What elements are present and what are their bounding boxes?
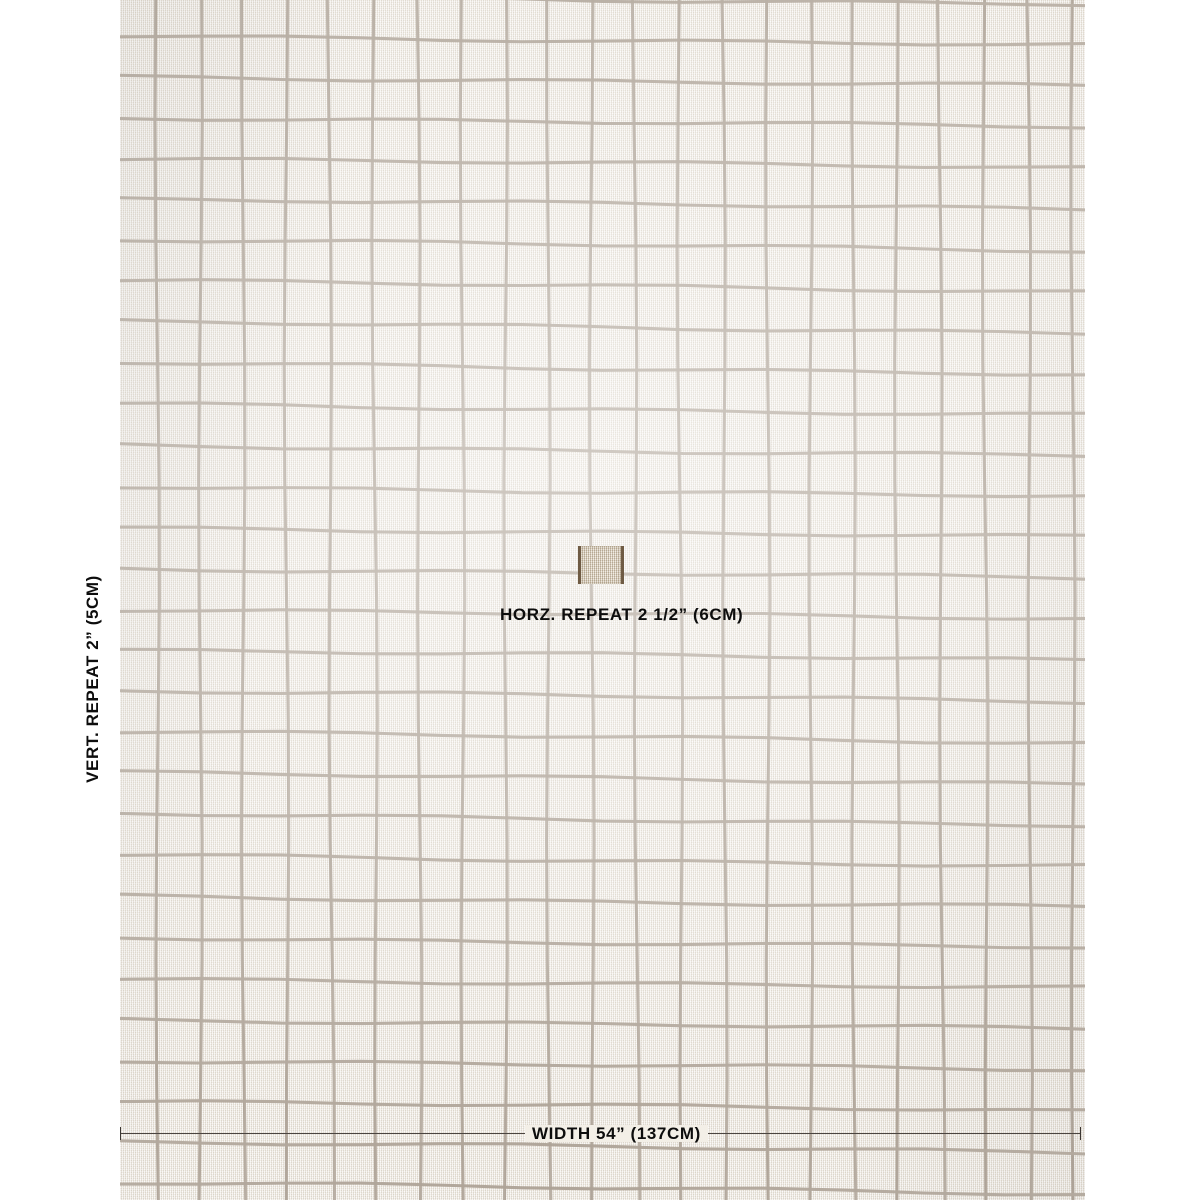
grid-line-horizontal [120, 892, 1085, 908]
grid-line-vertical [630, 0, 642, 1200]
grid-line-horizontal [120, 401, 1085, 416]
grid-line-vertical [282, 0, 291, 1200]
grid-line-horizontal [120, 1099, 1085, 1112]
grid-line-horizontal [120, 34, 1085, 47]
grid-line-vertical [1069, 0, 1077, 1200]
grid-line-horizontal [120, 729, 1085, 745]
grid-line-vertical [239, 0, 248, 1200]
grid-line-horizontal [120, 608, 1085, 621]
grid-line-horizontal [120, 196, 1085, 212]
grid-line-horizontal [507, 0, 1085, 8]
grid-line-horizontal [120, 1181, 1085, 1197]
grid-line-horizontal [120, 318, 1085, 336]
fabric-weave-texture [120, 0, 1085, 1200]
vertical-repeat-label: VERT. REPEAT 2” (5CM) [83, 575, 102, 783]
grid-line-vertical [850, 0, 858, 1200]
grid-line-horizontal [120, 1059, 1085, 1073]
grid-line-horizontal [120, 853, 1085, 868]
grid-line-vertical [502, 0, 510, 1200]
width-label: WIDTH 54” (137CM) [525, 1125, 708, 1142]
grid-line-vertical [415, 0, 424, 1200]
grid-line-horizontal [120, 811, 1085, 829]
width-rule-tick-right [1080, 1127, 1081, 1140]
grid-line-horizontal [120, 1139, 1085, 1156]
grid-line-horizontal [120, 769, 1085, 786]
grid-line-horizontal [120, 647, 1085, 662]
grid-line-horizontal [120, 73, 1085, 87]
grid-line-vertical [720, 0, 729, 1200]
fabric-swatch-image [120, 0, 1085, 1200]
grid-line-vertical [764, 0, 772, 1200]
grid-line-vertical [807, 0, 815, 1200]
windowpane-grid [120, 0, 1085, 1200]
grid-line-vertical [935, 0, 947, 1200]
grid-line-horizontal [120, 525, 1085, 538]
grid-line-vertical [545, 0, 553, 1200]
grid-line-vertical [458, 0, 467, 1200]
grid-line-horizontal [120, 156, 1085, 169]
grid-line-vertical [370, 0, 379, 1200]
grid-line-horizontal [120, 116, 1085, 130]
grid-line-horizontal [120, 936, 1085, 950]
width-rule-tick-left [120, 1127, 121, 1140]
grid-line-vertical [325, 0, 337, 1200]
grid-line-vertical [980, 0, 990, 1200]
horizontal-repeat-label: HORZ. REPEAT 2 1/2” (6CM) [500, 605, 744, 624]
grid-line-horizontal [120, 689, 1085, 706]
grid-line-horizontal [120, 442, 1085, 458]
grid-line-horizontal [120, 238, 1085, 254]
repeat-marker-swatch [578, 546, 624, 584]
grid-line-vertical [587, 0, 596, 1200]
grid-line-horizontal [120, 278, 1085, 294]
grid-line-vertical [675, 0, 685, 1200]
grid-line-vertical [893, 0, 901, 1200]
fabric-weave-noise [120, 0, 1085, 1200]
grid-line-horizontal [120, 1016, 1085, 1031]
grid-line-horizontal [120, 977, 1085, 990]
grid-line-horizontal [120, 486, 1085, 499]
grid-line-vertical [1025, 0, 1034, 1200]
grid-line-horizontal [120, 361, 1085, 377]
